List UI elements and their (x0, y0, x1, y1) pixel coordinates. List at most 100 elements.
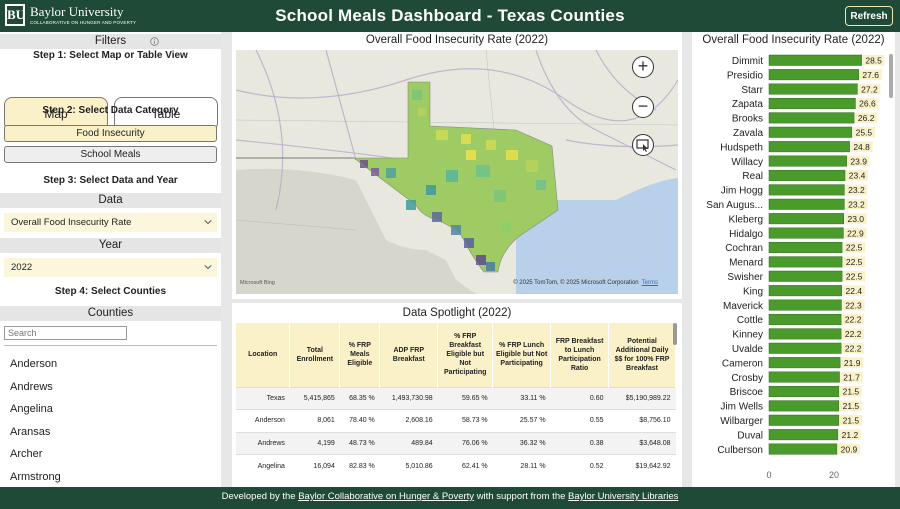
table-scrollbar[interactable] (673, 323, 677, 345)
bar (768, 169, 846, 181)
filters-title: Filters (94, 35, 127, 47)
col-header[interactable]: % FRP Breakfast Eligible but Not Partici… (437, 323, 494, 387)
table-row: Angelina 16,094 82.83 % 5,010.86 62.41 % 28.1… (236, 454, 676, 477)
bar-category-label: Cameron (722, 358, 763, 369)
bar-value-label: 22.4 (846, 286, 863, 296)
school-meals-button[interactable]: School Meals (4, 146, 217, 163)
bar (768, 313, 842, 325)
bar-value-label: 23.9 (850, 156, 867, 166)
col-header[interactable]: Total Enrollment (289, 323, 341, 387)
terms-link[interactable]: Terms (641, 280, 658, 286)
divider (4, 345, 217, 346)
bar-category-label: Jim Wells (720, 402, 763, 413)
bar (768, 54, 862, 66)
bar-value-label-bg (840, 371, 863, 383)
bar-value-label-bg (839, 415, 862, 426)
bar (768, 213, 844, 225)
bar (768, 112, 855, 124)
table-cell: 62.41 % (437, 454, 493, 477)
table-cell: $8,756.10 (608, 409, 676, 432)
county-item[interactable]: Aransas (10, 425, 51, 438)
baylor-collaborative-link[interactable]: Baylor Collaborative on Hunger & Poverty (298, 491, 475, 502)
bar (768, 184, 845, 196)
chart-scrollbar[interactable] (889, 54, 893, 98)
county-item[interactable]: Andrews (10, 380, 53, 393)
table-cell: 0.52 (550, 454, 609, 477)
counties-label: Counties (0, 306, 221, 321)
year-dropdown[interactable]: 2022 (4, 258, 217, 277)
col-header[interactable]: Potential Additional Daily $$ for 100% F… (608, 323, 676, 387)
bar-value-label: 21.5 (843, 401, 860, 411)
bar-category-label: Kleberg (729, 214, 763, 225)
bar-value-label: 24.8 (853, 142, 870, 152)
col-header[interactable]: ADP FRP Breakfast (379, 323, 439, 387)
table-cell: 4,199 (289, 431, 340, 455)
bar-value-label: 22.5 (846, 243, 863, 253)
bar-value-label-bg (842, 343, 865, 354)
chart-title: Overall Food Insecurity Rate (2022) (702, 34, 885, 46)
x-tick-label: 20 (829, 470, 839, 480)
bar-value-label: 21.2 (842, 430, 859, 440)
year-dropdown-value: 2022 (11, 262, 33, 273)
info-icon[interactable] (150, 37, 159, 46)
bar-category-label: Brooks (732, 114, 763, 125)
county-search-input[interactable] (4, 326, 127, 340)
zoom-out-button[interactable]: − (632, 96, 654, 118)
bar-value-label-bg (842, 314, 865, 325)
bar-category-label: Hidalgo (729, 229, 763, 240)
data-dropdown-value: Overall Food Insecurity Rate (11, 217, 132, 228)
bar-category-label: Real (742, 171, 763, 182)
bar (768, 126, 853, 138)
col-header[interactable]: FRP Breakfast to Lunch Participation Rat… (550, 323, 610, 387)
select-region-button[interactable] (632, 134, 654, 156)
table-cell: 5,415,865 (289, 386, 340, 410)
table-cell: 5,010.86 (379, 454, 438, 477)
bar (768, 198, 845, 210)
bar-value-label: 26.2 (858, 113, 875, 123)
bar-category-label: Presidio (727, 70, 764, 81)
bar-category-label: Dimmit (732, 56, 763, 67)
county-item[interactable]: Anderson (10, 358, 58, 370)
bar-value-label-bg (845, 184, 868, 196)
bar-category-label: Duval (737, 430, 763, 441)
food-insecurity-button[interactable]: Food Insecurity (4, 125, 217, 142)
texas-choropleth-map[interactable]: + − Microsoft Bing © 2025 TomTom, © 2025… (236, 50, 678, 294)
col-header[interactable]: Location (236, 323, 291, 387)
bar-value-label-bg (844, 213, 867, 224)
table-cell: 1,493,730.98 (379, 386, 438, 410)
baylor-logo: BU Baylor University COLLABORATIVE ON HU… (5, 4, 136, 26)
bar-value-label-bg (843, 271, 866, 282)
bar-value-label: 23.4 (849, 171, 866, 181)
bar-category-label: Maverick (723, 301, 764, 312)
bar-value-label-bg (859, 69, 882, 80)
table-cell: $19,642.92 (608, 454, 676, 477)
map-title: Overall Food Insecurity Rate (2022) (365, 34, 549, 46)
bar-value-label: 27.2 (861, 84, 878, 94)
data-dropdown[interactable]: Overall Food Insecurity Rate (4, 213, 217, 232)
bar-value-label-bg (842, 328, 865, 340)
table-cell: 78.40 % (339, 409, 380, 432)
x-tick-label: 0 (766, 470, 771, 480)
county-item[interactable]: Archer (10, 448, 43, 460)
bar-value-label: 20.9 (841, 444, 858, 454)
county-item[interactable]: Angelina (10, 403, 53, 415)
bar-category-label: Zapata (732, 99, 764, 110)
data-spotlight-panel: Data Spotlight (2022) Location Total Enr… (232, 303, 682, 487)
bar-category-label: Kinney (732, 330, 763, 341)
county-list: Anderson Andrews Angelina Aransas Archer… (10, 357, 61, 487)
bar-category-label: Uvalde (732, 344, 764, 355)
table-row: Texas 5,415,865 68.35 % 1,493,730.98 59.65 %… (236, 386, 676, 410)
baylor-libraries-link[interactable]: Baylor University Libraries (568, 491, 679, 502)
bar-category-label: Jim Hogg (721, 186, 763, 197)
county-item[interactable]: Armstrong (10, 470, 61, 483)
bar-category-label: Starr (741, 85, 763, 96)
refresh-button[interactable]: Refresh (845, 6, 893, 26)
step-4-label: Step 4: Select Counties (54, 286, 167, 297)
table-cell: 36.32 % (492, 431, 551, 455)
col-header[interactable]: % FRP Lunch Eligible but Not Participati… (492, 323, 552, 387)
col-header[interactable]: % FRP Meals Eligible (339, 323, 381, 387)
bar-value-label-bg (858, 83, 881, 95)
bar-value-label-bg (843, 242, 866, 253)
zoom-in-button[interactable]: + (632, 56, 654, 78)
bar (768, 227, 844, 239)
